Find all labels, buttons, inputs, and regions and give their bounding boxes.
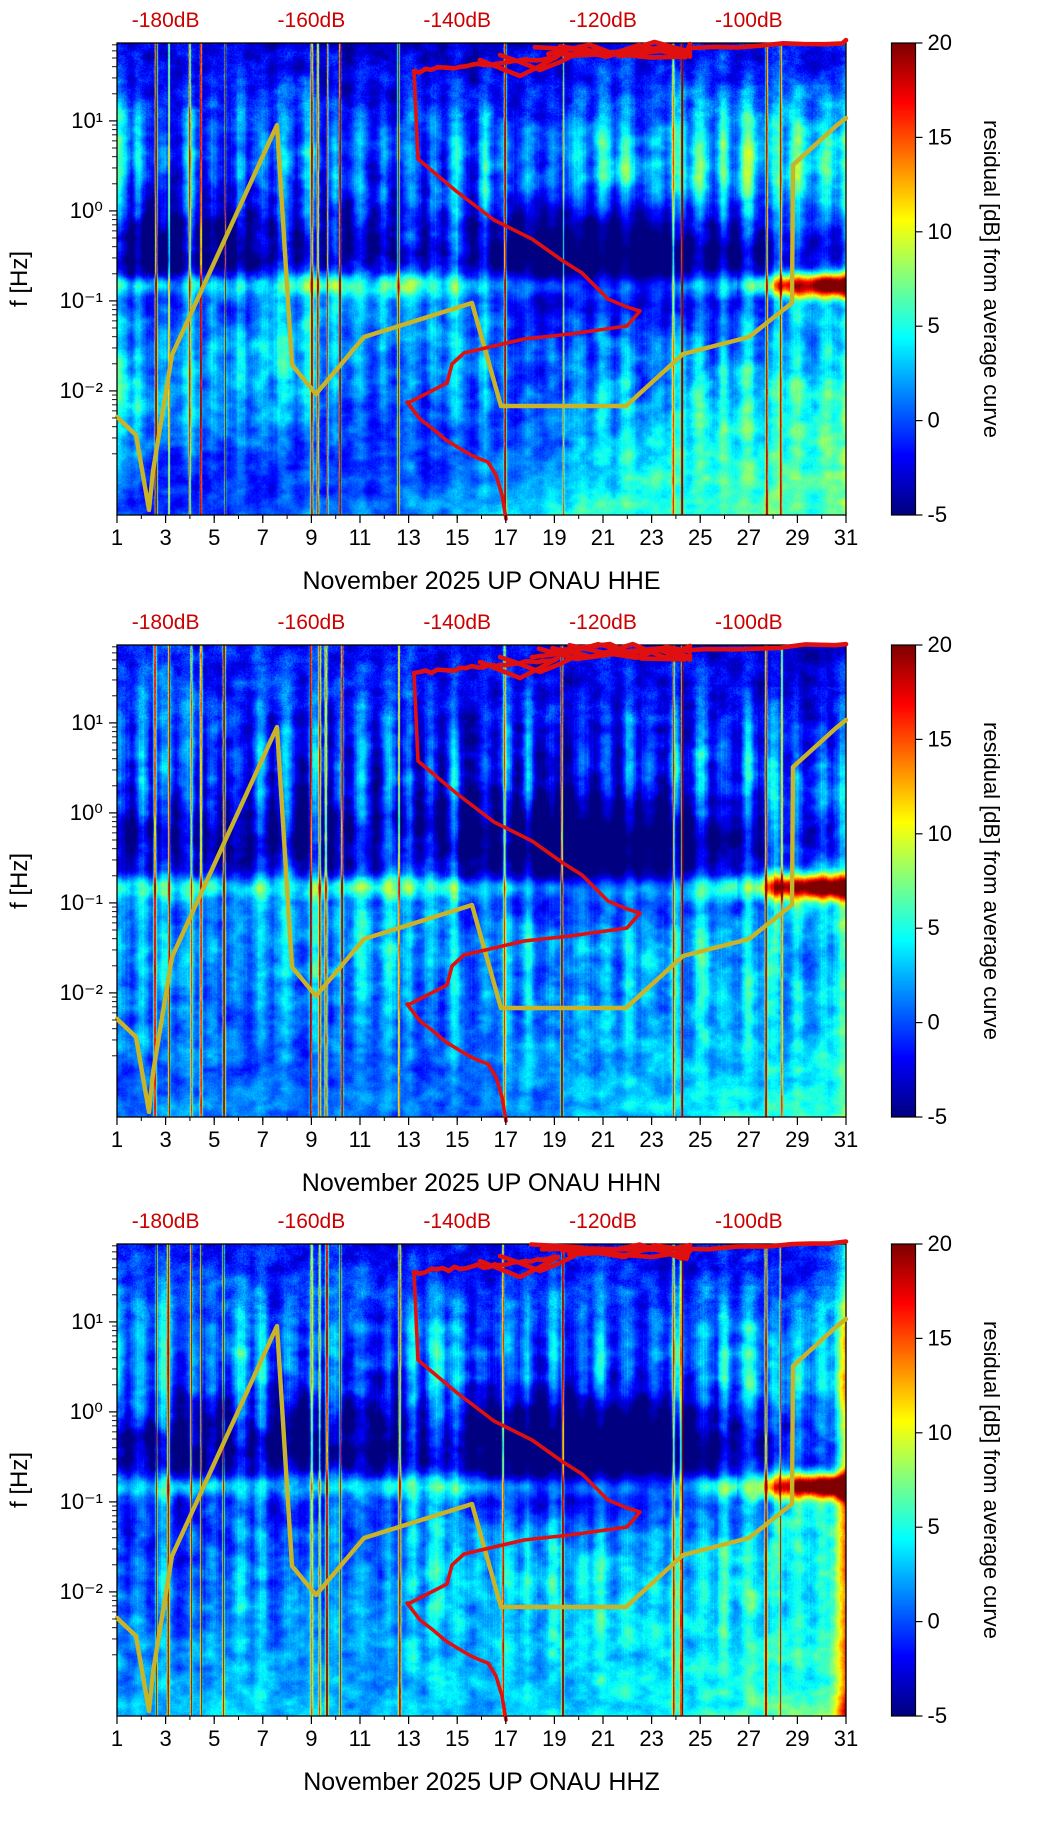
svg-text:0: 0 xyxy=(928,408,940,433)
svg-text:-5: -5 xyxy=(928,1104,948,1129)
svg-text:5: 5 xyxy=(928,313,940,338)
svg-text:15: 15 xyxy=(928,124,952,149)
svg-text:0: 0 xyxy=(928,1609,940,1634)
svg-text:10: 10 xyxy=(928,219,952,244)
svg-text:20: 20 xyxy=(928,1231,952,1256)
svg-text:-5: -5 xyxy=(928,1703,948,1728)
svg-text:-5: -5 xyxy=(928,502,948,527)
svg-text:0: 0 xyxy=(928,1010,940,1035)
svg-text:10: 10 xyxy=(928,821,952,846)
svg-text:20: 20 xyxy=(928,632,952,657)
svg-text:20: 20 xyxy=(928,30,952,55)
svg-text:10: 10 xyxy=(928,1420,952,1445)
svg-text:15: 15 xyxy=(928,1325,952,1350)
svg-text:5: 5 xyxy=(928,915,940,940)
svg-text:15: 15 xyxy=(928,726,952,751)
svg-text:5: 5 xyxy=(928,1514,940,1539)
